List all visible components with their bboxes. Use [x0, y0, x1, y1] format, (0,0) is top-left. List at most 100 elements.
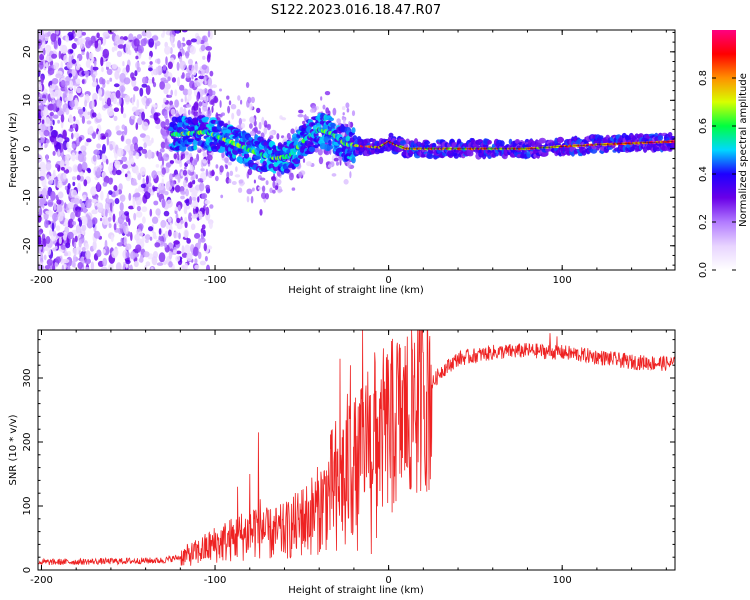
spectrogram-cell	[73, 85, 77, 92]
spectrogram-cell	[39, 253, 44, 263]
spectrogram-cell	[96, 249, 102, 257]
spectrogram-cell	[122, 61, 125, 67]
spectrogram-cell	[141, 83, 148, 88]
spectrogram-cell	[119, 202, 124, 212]
spectrogram-cell	[51, 222, 55, 232]
spectrogram-cell	[182, 37, 185, 42]
spectrogram-cell	[133, 86, 139, 92]
spectrogram-cell	[135, 244, 142, 253]
spectrogram-cell	[84, 141, 89, 147]
spectrogram-cell	[145, 175, 149, 185]
spectrogram-cell	[73, 197, 80, 205]
spectrogram-cell	[68, 128, 74, 132]
spectrogram-cell	[330, 122, 336, 127]
spectrogram-cell	[91, 81, 98, 88]
spectrogram-cell	[75, 224, 82, 234]
spectrogram-cell	[119, 194, 126, 202]
spectrogram-cell	[153, 112, 159, 121]
spectrogram-cell	[298, 171, 303, 178]
spectrogram-cell	[154, 43, 158, 50]
spectrogram-cell	[240, 99, 243, 105]
spectrogram-cell	[71, 132, 74, 140]
spectrogram-cell	[162, 30, 166, 36]
spectrogram-cell	[378, 148, 385, 154]
spectrogram-cell	[100, 266, 108, 270]
spectrogram-cell	[557, 142, 561, 146]
spectrogram-cell	[56, 199, 62, 205]
spectrogram-cell	[265, 193, 269, 200]
spectrogram-cell	[52, 119, 55, 126]
spectrogram-cell	[79, 175, 85, 182]
spectrogram-cell	[205, 184, 210, 190]
spectrogram-y-label: Frequency (Hz)	[8, 112, 19, 188]
spectrogram-cell	[55, 30, 60, 35]
spectrogram-cell	[158, 182, 165, 191]
spectrogram-cell	[581, 150, 587, 156]
spectrogram-cell	[339, 159, 342, 166]
spectrogram-cell	[103, 175, 110, 184]
spectrogram-cell	[211, 169, 215, 177]
spectrogram-cell	[269, 130, 275, 137]
spectrogram-cell	[102, 48, 110, 59]
spectrogram-cell	[177, 76, 180, 87]
spectrogram-cell	[76, 174, 81, 181]
spectrogram-cell	[146, 139, 153, 147]
spectrogram-cell	[139, 166, 146, 176]
spectrogram-cell	[71, 43, 77, 50]
spectrogram-cell	[49, 111, 54, 117]
spectrogram-cell	[346, 108, 350, 113]
spectrogram-cell	[246, 196, 250, 203]
spectrogram-cell	[44, 219, 49, 228]
snr-frame	[37, 329, 676, 571]
spectrogram-x-ticks: -200 -100 0 100	[30, 30, 667, 286]
spectrogram-cell	[125, 259, 131, 265]
spectrogram-cell	[38, 83, 43, 93]
spectrogram-cell	[196, 147, 200, 151]
spectrogram-cell	[218, 120, 225, 127]
spectrogram-cell	[45, 154, 49, 162]
spectrogram-cell	[193, 213, 199, 218]
spectrogram-cell	[40, 75, 44, 84]
spectrogram-cell	[132, 94, 136, 103]
spectrogram-cell	[204, 199, 211, 205]
spectrogram-cell	[156, 262, 164, 266]
spectrogram-cell	[267, 149, 273, 155]
spectrogram-cell	[85, 250, 91, 260]
spectrogram-cell	[286, 132, 291, 140]
spectrogram-cell	[164, 191, 169, 196]
spectrogram-cell	[50, 91, 56, 99]
spectrogram-cell	[166, 199, 173, 208]
spectrogram-cell	[81, 115, 85, 124]
spectrogram-cell	[249, 130, 255, 137]
spectrogram-cell	[81, 246, 86, 252]
spectrogram-cell	[91, 99, 95, 109]
y-tick-label: 300	[22, 368, 33, 387]
spectrogram-cell	[202, 102, 208, 107]
spectrogram-cell	[64, 84, 68, 93]
spectrogram-cell	[145, 238, 149, 244]
spectrogram-cell	[168, 250, 173, 260]
spectrogram-cell	[426, 153, 434, 159]
spectrogram-cell	[193, 159, 198, 166]
spectrogram-cell	[499, 140, 505, 147]
spectrogram-cell	[228, 178, 232, 184]
spectrogram-cell	[58, 237, 62, 245]
spectrogram-cell	[143, 142, 147, 149]
spectrogram-cell	[90, 65, 94, 75]
spectrogram-cell	[87, 168, 92, 174]
spectrogram-cell	[53, 169, 56, 178]
spectrogram-cell	[322, 104, 326, 110]
spectrogram-cell	[184, 166, 187, 170]
spectrogram-cell	[137, 117, 143, 126]
spectrogram-cell	[74, 235, 78, 243]
spectrogram-cell	[190, 223, 196, 231]
spectrogram-cell	[187, 88, 193, 96]
spectrogram-cell	[110, 30, 118, 33]
spectrogram-cell	[141, 111, 146, 121]
spectrogram-cell	[133, 142, 139, 152]
spectrogram-cell	[166, 94, 173, 98]
spectrogram-cell	[226, 171, 230, 179]
y-tick-label: -10	[22, 189, 33, 205]
spectrogram-cell	[88, 198, 92, 203]
spectrogram-cell	[211, 105, 214, 113]
